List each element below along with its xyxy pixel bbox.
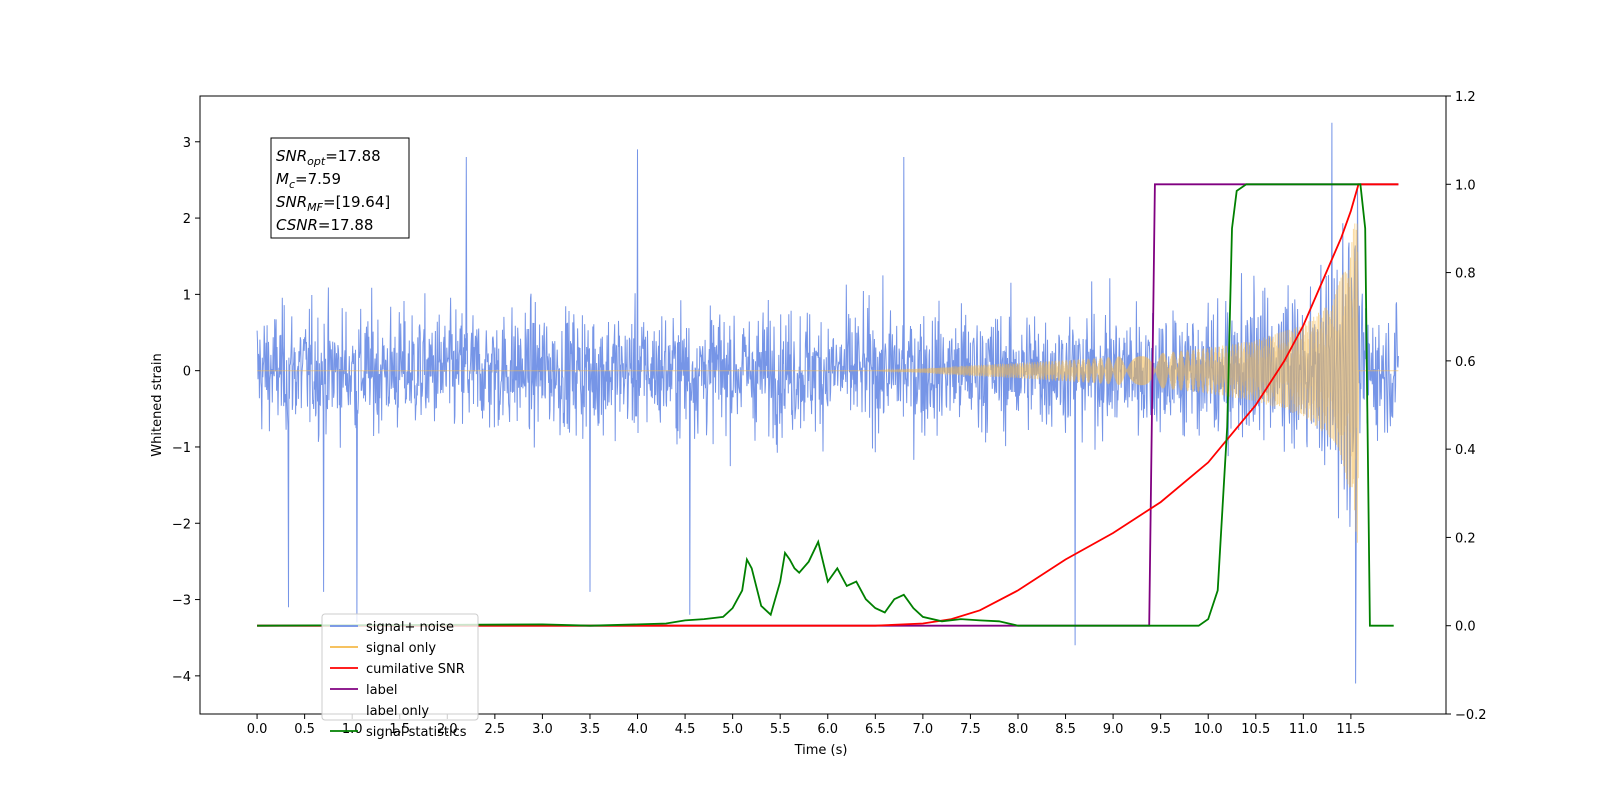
legend-entry: cumilative SNR [366, 662, 465, 677]
y-tick-label-left: −2 [172, 517, 191, 532]
y-tick-label-right: 0.0 [1455, 620, 1476, 635]
plot-frame [199, 95, 1447, 715]
x-tick-label: 8.0 [1008, 722, 1029, 737]
y-tick-label-left: −3 [172, 594, 191, 609]
y-tick-label-left: 1 [183, 288, 191, 303]
y-tick-label-right: 0.6 [1455, 355, 1476, 370]
y-tick-label-right: 0.8 [1455, 267, 1476, 282]
info-line-value: =[19.64] [323, 193, 390, 211]
x-tick-label: 2.0 [437, 722, 458, 737]
y-tick-label-right: 1.2 [1455, 90, 1476, 105]
info-line-value: =7.59 [295, 170, 341, 188]
signal-statistics-line [257, 183, 1394, 627]
info-line: Mc=7.59 [276, 170, 341, 191]
legend-entry: signal statistics [366, 725, 467, 740]
x-tick-label: 5.5 [770, 722, 791, 737]
x-tick-label: 7.0 [913, 722, 934, 737]
legend-frame [321, 613, 479, 721]
info-line-symbol: M [276, 170, 289, 188]
y-tick-label-left: 3 [183, 136, 191, 151]
legend: signal+ noise signal only cumilative SNR la… [321, 613, 479, 740]
x-tick-label: 0.0 [247, 722, 268, 737]
x-tick-label: 4.5 [675, 722, 696, 737]
info-line-subscript: opt [307, 155, 326, 168]
y-tick-label-left: −4 [172, 670, 191, 685]
info-line-subscript: c [289, 178, 295, 191]
x-tick-label: 2.5 [485, 722, 506, 737]
x-tick-label: 0.5 [294, 722, 315, 737]
info-line: SNRopt=17.88 [276, 147, 381, 168]
x-tick-label: 6.5 [865, 722, 886, 737]
y-axis-left: 3 2 1 0 −1 −2 −3 −4 [172, 136, 200, 685]
y-tick-label-right: 0.2 [1455, 531, 1476, 546]
signal-noise-series [256, 122, 1399, 684]
x-tick-label: 4.0 [627, 722, 648, 737]
x-tick-label: 5.0 [722, 722, 743, 737]
x-tick-label: 1.0 [342, 722, 363, 737]
legend-entry: signal+ noise [366, 620, 454, 635]
info-line-subscript: MF [307, 201, 323, 214]
info-annotation: SNRopt=17.88Mc=7.59SNRMF=[19.64]CSNR=17.… [270, 137, 410, 239]
x-tick-label: 11.0 [1289, 722, 1318, 737]
x-tick-label: 10.5 [1241, 722, 1270, 737]
cumulative-snr-line [257, 183, 1399, 627]
x-tick-label: 6.0 [817, 722, 838, 737]
x-tick-label: 7.5 [960, 722, 981, 737]
info-line-value: =17.88 [318, 216, 374, 234]
info-line: SNRMF=[19.64] [276, 193, 390, 214]
signal-noise-line [256, 122, 1399, 684]
info-line: CSNR=17.88 [276, 216, 373, 234]
y-tick-label-right: −0.2 [1455, 708, 1487, 723]
y-tick-label-left: 0 [183, 365, 191, 380]
right-axis-series [257, 183, 1399, 627]
y-axis-label: Whitened strain [150, 353, 165, 456]
x-tick-label: 9.5 [1150, 722, 1171, 737]
y-tick-label-left: −1 [172, 441, 191, 456]
x-tick-label: 11.5 [1336, 722, 1365, 737]
x-tick-label: 1.5 [389, 722, 410, 737]
x-tick-label: 3.0 [532, 722, 553, 737]
x-tick-label: 3.5 [580, 722, 601, 737]
info-box-frame [270, 137, 410, 239]
x-tick-label: 8.5 [1055, 722, 1076, 737]
y-tick-label-right: 0.4 [1455, 443, 1476, 458]
y-axis-right: 1.2 1.0 0.8 0.6 0.4 0.2 0.0 −0.2 [1446, 90, 1487, 723]
info-line-value: =17.88 [325, 147, 381, 165]
legend-entry: label only [366, 704, 429, 719]
legend-entry: label [366, 683, 397, 698]
info-line-symbol: SNR [276, 147, 307, 165]
signal-only-line [257, 223, 1399, 543]
y-tick-label-right: 1.0 [1455, 178, 1476, 193]
x-tick-label: 9.0 [1103, 722, 1124, 737]
y-tick-label-left: 2 [183, 212, 191, 227]
signal-only-series [257, 223, 1399, 543]
x-tick-label: 10.0 [1194, 722, 1223, 737]
info-line-symbol: CSNR [276, 216, 318, 234]
legend-entry: signal only [366, 641, 436, 656]
info-line-symbol: SNR [276, 193, 307, 211]
x-axis: 0.0 0.5 1.0 1.5 2.0 2.5 3.0 3.5 4.0 4.5 5.0 5.5 6.0 6… [247, 714, 1365, 737]
x-axis-label: Time (s) [794, 743, 848, 758]
